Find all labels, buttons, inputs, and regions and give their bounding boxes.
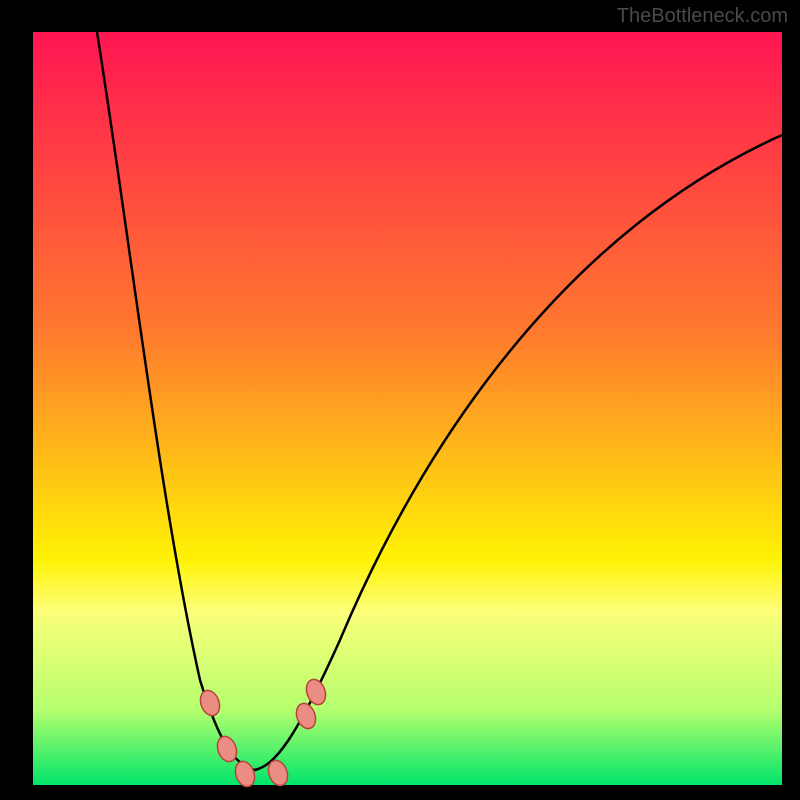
watermark-text: TheBottleneck.com [617, 5, 788, 28]
marker-dot [197, 688, 223, 719]
marker-dot [232, 759, 258, 790]
chart-container: TheBottleneck.com [0, 0, 800, 800]
marker-group [197, 677, 329, 790]
bottleneck-curve [97, 32, 782, 770]
marker-dot [303, 677, 329, 708]
curve-layer [0, 0, 800, 800]
